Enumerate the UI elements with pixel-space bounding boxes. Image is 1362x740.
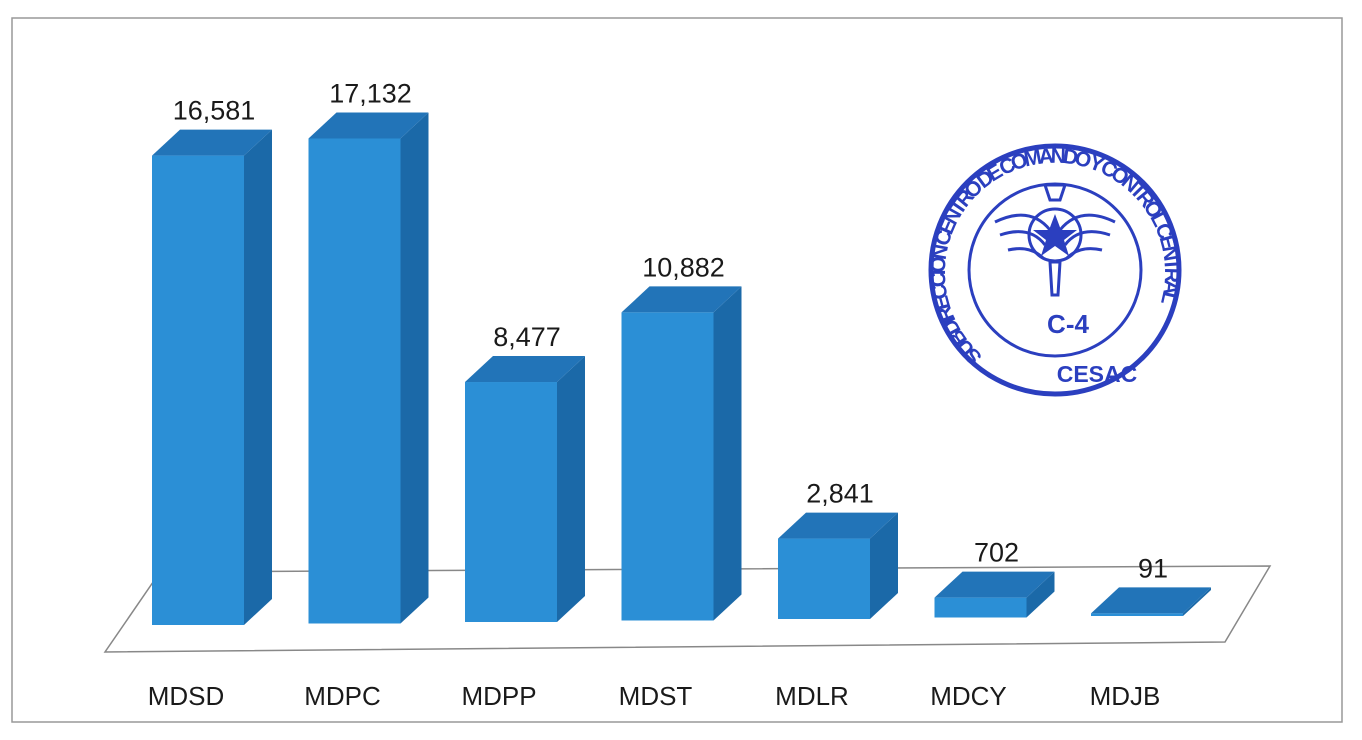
bar-side bbox=[1183, 587, 1211, 616]
bar bbox=[934, 571, 1055, 618]
bar-front bbox=[1091, 613, 1183, 616]
x-tick-label: MDCY bbox=[930, 681, 1007, 711]
bar-side bbox=[400, 112, 429, 624]
bar-side bbox=[870, 512, 898, 619]
bar-front bbox=[308, 138, 401, 624]
bar-side bbox=[244, 129, 272, 626]
x-tick-label: MDPP bbox=[461, 681, 536, 711]
stamp-emblem bbox=[994, 183, 1116, 297]
bar-top bbox=[465, 356, 585, 383]
emblem-feathers bbox=[999, 230, 1111, 260]
bar-top bbox=[778, 512, 898, 539]
emblem-star bbox=[1033, 214, 1077, 256]
emblem-wings bbox=[994, 213, 1116, 231]
bar bbox=[308, 112, 429, 624]
x-tick-label: MDSD bbox=[148, 681, 225, 711]
value-label: 2,841 bbox=[806, 479, 874, 509]
bar-front bbox=[621, 312, 714, 621]
value-label: 8,477 bbox=[493, 322, 561, 352]
bar-side bbox=[713, 286, 742, 621]
bar-side bbox=[557, 356, 585, 622]
bar bbox=[465, 356, 585, 622]
bar bbox=[621, 286, 742, 621]
bar-top bbox=[934, 571, 1055, 598]
bar-side bbox=[1026, 571, 1055, 618]
bar-front bbox=[778, 538, 870, 619]
x-tick-label: MDST bbox=[619, 681, 693, 711]
x-tick-label: MDLR bbox=[775, 681, 849, 711]
emblem-crest bbox=[1042, 183, 1068, 297]
bars bbox=[152, 112, 1211, 626]
bar-front bbox=[934, 597, 1027, 618]
bar bbox=[152, 129, 272, 626]
stamp-outer-ring bbox=[928, 143, 1182, 397]
bar-front bbox=[465, 382, 557, 622]
bar-front bbox=[152, 155, 244, 626]
value-label: 16,581 bbox=[173, 96, 256, 126]
bar-top bbox=[308, 112, 429, 139]
x-tick-label: MDJB bbox=[1090, 681, 1161, 711]
value-label: 17,132 bbox=[329, 79, 412, 109]
stamp-bottom-text: CESAC bbox=[1057, 361, 1138, 387]
bar-top bbox=[1091, 587, 1211, 614]
x-tick-label: MDPC bbox=[304, 681, 381, 711]
bar bbox=[778, 512, 898, 619]
stamp-center-text: C-4 bbox=[1047, 309, 1089, 339]
value-label: 702 bbox=[974, 538, 1019, 568]
value-label: 10,882 bbox=[642, 252, 725, 282]
bar-top bbox=[621, 286, 742, 313]
bar bbox=[1091, 587, 1211, 616]
bar-top bbox=[152, 129, 272, 156]
value-label: 91 bbox=[1138, 553, 1168, 583]
